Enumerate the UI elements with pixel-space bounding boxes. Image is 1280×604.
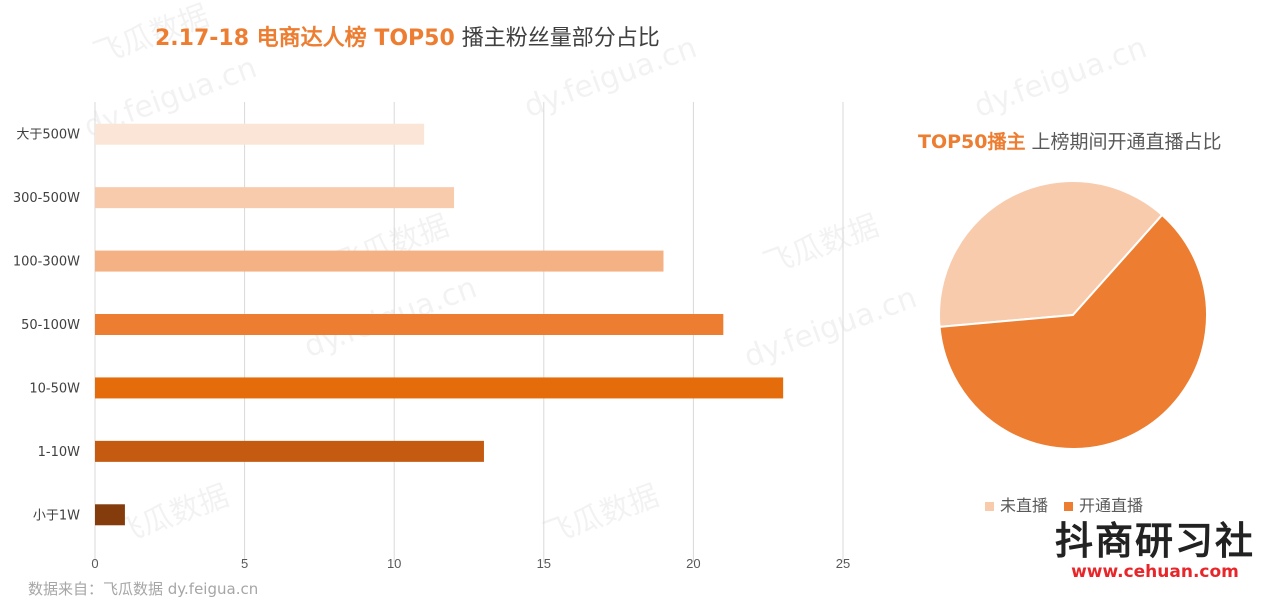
- bar-chart: 0 5 10 15 20 25 大于500W 300-500W 100-300W 50-100W 1…: [13, 102, 850, 571]
- source-note: 数据来自：飞瓜数据 dy.feigua.cn: [28, 580, 259, 598]
- y-tick-label: 50-100W: [21, 318, 80, 333]
- legend-item-live: 开通直播: [1064, 492, 1143, 516]
- watermark: dy.feigua.cn: [969, 30, 1152, 125]
- legend-label: 开通直播: [1079, 496, 1144, 515]
- legend-item-not-live: 未直播: [985, 492, 1048, 516]
- y-tick-label: 300-500W: [13, 191, 80, 206]
- logo-name: 抖商研习社: [1055, 519, 1256, 563]
- x-tick-label: 5: [241, 556, 248, 571]
- y-tick-label: 1-10W: [38, 445, 81, 460]
- pie-slice: [938, 180, 1164, 328]
- pie-title-rest: 上榜期间开通直播占比: [1031, 131, 1222, 153]
- legend-swatch: [1064, 502, 1074, 511]
- legend-swatch: [985, 502, 994, 511]
- x-tick-label: 10: [387, 556, 401, 571]
- x-tick-label: 25: [836, 556, 850, 571]
- title-highlight: 2.17-18 电商达人榜 TOP50: [155, 26, 455, 51]
- pie-title-highlight: TOP50播主: [918, 131, 1026, 153]
- pie-chart-title: TOP50播主 上榜期间开通直播占比: [918, 127, 1222, 154]
- pie-legend: 未直播 开通直播: [985, 492, 1143, 516]
- y-tick-label: 10-50W: [29, 381, 80, 396]
- logo-url: www.cehuan.com: [1071, 562, 1239, 582]
- y-tick-label: 大于500W: [16, 128, 80, 143]
- bar: [95, 377, 784, 399]
- bar: [95, 440, 484, 462]
- bar: [95, 123, 425, 145]
- legend-label: 未直播: [1000, 496, 1049, 515]
- bar: [95, 314, 724, 335]
- x-tick-label: 0: [91, 556, 98, 571]
- pie-slice: [938, 213, 1208, 450]
- y-tick-label: 小于1W: [33, 508, 80, 523]
- title-rest: 播主粉丝量部分占比: [461, 26, 660, 51]
- bar-chart-title: 2.17-18 电商达人榜 TOP50 播主粉丝量部分占比: [155, 20, 660, 52]
- logo: 抖商研习社 www.cehuan.com: [1055, 520, 1255, 582]
- y-tick-label: 100-300W: [13, 255, 80, 270]
- bar: [95, 187, 455, 209]
- bar: [95, 504, 125, 526]
- x-tick-label: 20: [686, 556, 700, 571]
- bar: [95, 250, 664, 272]
- x-tick-label: 15: [537, 556, 551, 571]
